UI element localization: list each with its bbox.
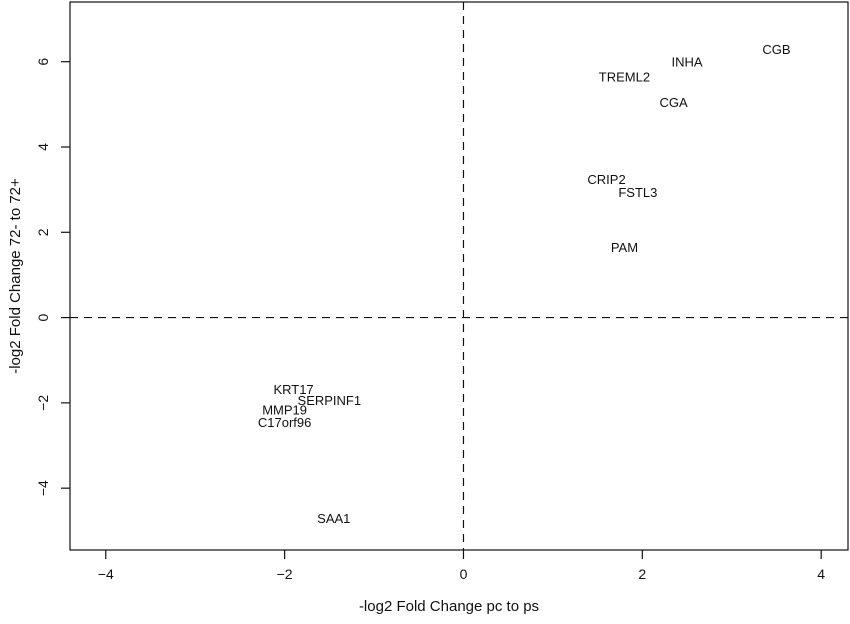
x-axis: −4 −2 0 2 4 [98,550,825,582]
point-label-inha: INHA [672,55,703,70]
point-label-krt17: KRT17 [273,382,313,397]
plot-frame [69,1,849,551]
x-tick-label: −4 [98,566,114,582]
y-tick-label: −2 [35,395,51,411]
x-tick-label: 0 [460,566,468,582]
point-label-saa1: SAA1 [317,511,350,526]
y-tick-label: 2 [35,228,51,236]
point-label-treml2: TREML2 [599,70,650,85]
y-tick-label: 6 [35,58,51,66]
point-label-pam: PAM [611,240,638,255]
point-label-serpinf1: SERPINF1 [298,393,362,408]
y-axis-title: -log2 Fold Change 72- to 72+ [7,178,24,374]
point-label-cga: CGA [660,95,689,110]
y-tick-label: 4 [35,143,51,151]
x-tick-label: −2 [277,566,293,582]
point-label-c17orf96: C17orf96 [258,415,311,430]
point-label-cgb: CGB [762,42,790,57]
x-tick-label: 4 [817,566,825,582]
x-axis-title: -log2 Fold Change pc to ps [359,598,539,615]
y-axis: −4 −2 0 2 4 6 [35,58,70,496]
point-label-mmp19: MMP19 [262,402,307,417]
point-label-fstl3: FSTL3 [618,185,657,200]
x-tick-label: 2 [638,566,646,582]
point-label-crip2: CRIP2 [587,172,625,187]
y-tick-label: −4 [35,480,51,496]
y-tick-label: 0 [35,313,51,321]
